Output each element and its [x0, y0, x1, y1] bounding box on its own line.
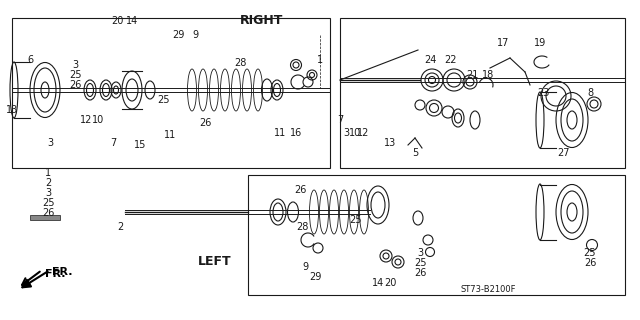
- Text: 3: 3: [417, 248, 423, 258]
- Text: LEFT: LEFT: [198, 255, 232, 268]
- Text: 18: 18: [482, 70, 494, 80]
- Text: 25: 25: [42, 198, 54, 208]
- Text: 14: 14: [372, 278, 384, 288]
- Text: 11: 11: [164, 130, 176, 140]
- Text: 26: 26: [584, 258, 596, 268]
- Bar: [248, 175, 625, 295]
- Text: 3: 3: [45, 188, 51, 198]
- Text: 20: 20: [111, 16, 123, 26]
- Text: 25: 25: [68, 70, 81, 80]
- Text: 10: 10: [92, 115, 104, 125]
- Text: 28: 28: [296, 222, 308, 232]
- Text: 16: 16: [290, 128, 302, 138]
- Text: 1: 1: [45, 168, 51, 178]
- Text: 6: 6: [27, 55, 33, 65]
- Text: ST73-B2100F: ST73-B2100F: [460, 285, 516, 294]
- Text: 26: 26: [199, 118, 211, 128]
- Polygon shape: [30, 215, 60, 220]
- Text: 25: 25: [157, 95, 169, 105]
- Text: RIGHT: RIGHT: [240, 14, 284, 27]
- Text: 8: 8: [587, 88, 593, 98]
- Text: 7: 7: [337, 115, 343, 125]
- Text: 2: 2: [117, 222, 123, 232]
- Text: 25: 25: [413, 258, 426, 268]
- Text: 26: 26: [294, 185, 306, 195]
- Text: 21: 21: [466, 70, 478, 80]
- Text: 12: 12: [357, 128, 369, 138]
- Text: 5: 5: [412, 148, 418, 158]
- Bar: [340, 18, 625, 168]
- Text: 13: 13: [6, 105, 18, 115]
- Text: 15: 15: [134, 140, 146, 150]
- Text: 3: 3: [47, 138, 53, 148]
- Text: 28: 28: [234, 58, 246, 68]
- Bar: [12, 18, 330, 168]
- Text: 3: 3: [72, 60, 78, 70]
- Text: 20: 20: [384, 278, 396, 288]
- Text: 12: 12: [80, 115, 92, 125]
- Text: 26: 26: [414, 268, 426, 278]
- Text: 14: 14: [126, 16, 138, 26]
- Text: 23: 23: [537, 88, 549, 98]
- Text: 26: 26: [69, 80, 81, 90]
- Text: 9: 9: [302, 262, 308, 272]
- Text: 25: 25: [349, 215, 361, 225]
- Text: 17: 17: [497, 38, 509, 48]
- Text: 24: 24: [424, 55, 436, 65]
- Text: 3: 3: [343, 128, 349, 138]
- Text: 19: 19: [534, 38, 546, 48]
- Text: 10: 10: [349, 128, 361, 138]
- Text: 2: 2: [45, 178, 51, 188]
- Text: 13: 13: [384, 138, 396, 148]
- Text: 27: 27: [557, 148, 570, 158]
- Text: 26: 26: [42, 208, 54, 218]
- Text: FR.: FR.: [45, 269, 65, 279]
- Text: 1: 1: [317, 55, 323, 65]
- Text: 29: 29: [309, 272, 321, 282]
- Text: 7: 7: [110, 138, 116, 148]
- Text: 11: 11: [274, 128, 286, 138]
- Text: 25: 25: [584, 248, 596, 258]
- Text: 22: 22: [444, 55, 456, 65]
- Text: 9: 9: [192, 30, 198, 40]
- Text: FR.: FR.: [52, 267, 72, 277]
- Text: 29: 29: [172, 30, 184, 40]
